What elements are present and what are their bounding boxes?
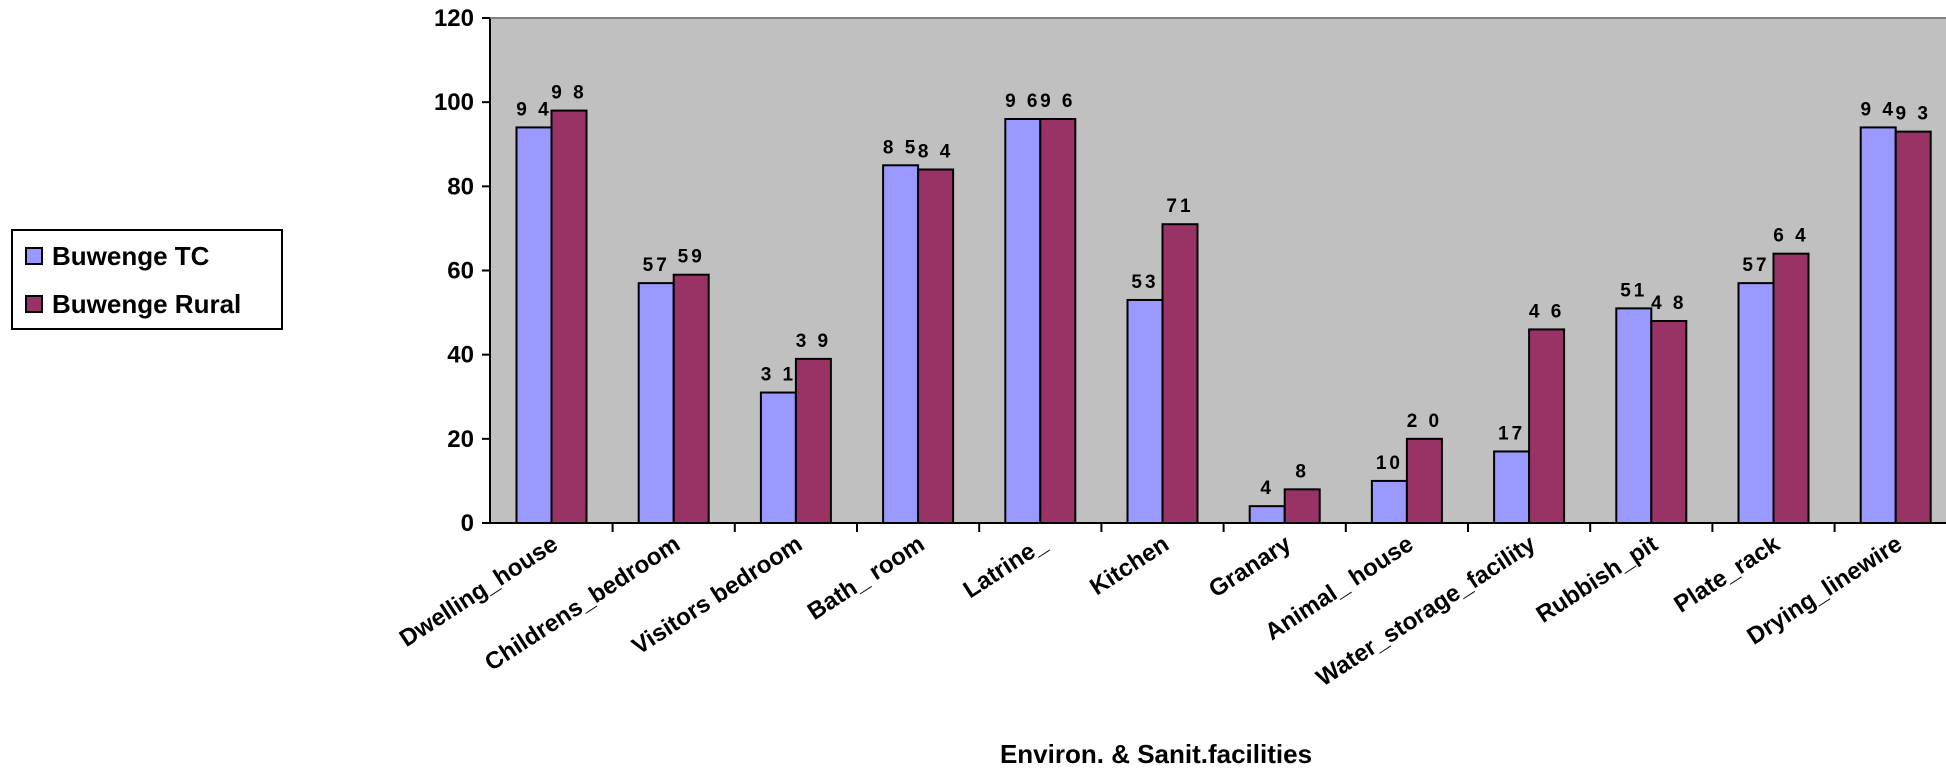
data-label: 57 [1742,255,1769,276]
data-label: 8 5 [883,137,918,158]
y-tick-label: 120 [434,5,474,32]
data-label: 9 8 [551,83,586,104]
data-label: 59 [678,247,705,268]
x-category-label: Rubbish_pit [1532,530,1663,628]
x-category-label: Plate_rack [1669,530,1785,618]
bar-buwenge-tc [1493,450,1531,525]
legend: Buwenge TC Buwenge Rural [11,229,283,330]
legend-swatch-buwenge-tc [25,247,43,265]
y-tick-label: 0 [461,510,474,537]
data-label: 9 3 [1895,104,1930,125]
bar-buwenge-rural [1894,130,1932,524]
x-category-label: Granary [1204,530,1296,603]
bar-buwenge-rural [917,168,955,524]
y-tick-label: 100 [434,89,474,116]
y-axis-ticks: 0 20 40 60 80 100 120 [434,5,490,537]
data-label: 17 [1498,423,1525,444]
data-label: 9 4 [516,99,551,120]
data-label: 53 [1131,272,1158,293]
bar-buwenge-tc [1004,118,1042,524]
bar-buwenge-tc [1859,126,1897,525]
legend-label-buwenge-tc: Buwenge TC [52,241,210,271]
bar-buwenge-tc [1737,282,1775,524]
bar-buwenge-rural [1772,252,1810,525]
bar-buwenge-rural [1405,437,1443,525]
y-tick-label: 20 [447,426,474,453]
legend-swatch-buwenge-rural [25,295,43,313]
bar-buwenge-rural [1528,328,1566,524]
x-axis-ticks [611,523,1836,532]
bar-buwenge-tc [637,282,675,524]
x-axis-title: Environ. & Sanit.facilities [1000,739,1312,769]
legend-label-buwenge-rural: Buwenge Rural [52,289,241,319]
bar-buwenge-tc [1126,298,1164,525]
data-label: 9 6 [1005,91,1040,112]
bar-buwenge-tc [515,126,553,525]
bar-buwenge-rural [1039,118,1077,524]
x-category-label: Bath_ room [803,530,930,625]
x-category-label: Kitchen [1085,530,1174,601]
bar-buwenge-tc [1370,479,1408,524]
x-category-label: Latrine_ [959,530,1053,604]
x-category-label: Water_storage_facility [1312,530,1541,692]
data-label: 4 [1260,478,1274,499]
data-label: 3 1 [761,365,796,386]
data-label: 57 [643,255,670,276]
x-axis-category-labels: Dwelling_houseChildrens_bedroomVisitors … [395,530,1907,692]
data-label: 2 0 [1407,411,1442,432]
bar-buwenge-rural [1161,223,1199,524]
data-label: 51 [1620,280,1647,301]
data-label: 3 9 [796,331,831,352]
bar-buwenge-rural [1650,320,1688,524]
bar-buwenge-rural [550,109,588,524]
data-label: 4 6 [1529,301,1564,322]
bar-buwenge-rural [672,273,710,525]
data-label: 10 [1376,453,1403,474]
data-label: 8 4 [918,142,953,163]
bar-buwenge-tc [882,164,920,525]
y-tick-label: 60 [447,258,474,285]
x-category-label: Childrens_bedroom [480,530,685,676]
plot-area [490,18,1946,523]
bar-buwenge-tc [1248,505,1286,524]
data-label: 8 [1295,461,1309,482]
bar-buwenge-tc [759,391,797,524]
data-label: 9 6 [1040,91,1075,112]
bar-buwenge-rural [794,357,832,524]
y-tick-label: 80 [447,173,474,200]
data-label: 71 [1166,196,1193,217]
data-label: 6 4 [1773,226,1808,247]
data-label: 4 8 [1651,293,1686,314]
y-tick-label: 40 [447,342,474,369]
legend-box [11,229,283,330]
bar-buwenge-tc [1615,307,1653,524]
data-label: 9 4 [1860,99,1895,120]
bar-buwenge-rural [1283,488,1321,525]
